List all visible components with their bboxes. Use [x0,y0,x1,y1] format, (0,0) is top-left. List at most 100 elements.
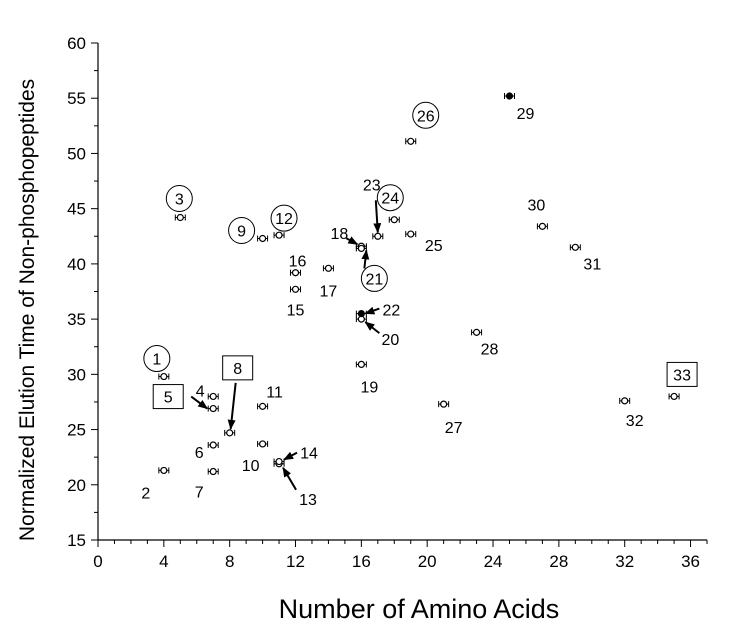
data-point-10 [258,440,267,448]
label-box-frame [222,355,254,381]
data-point-24 [390,216,398,224]
label-circle-frame [360,264,388,292]
point-label-18: 18 [330,226,348,243]
point-label-4: 4 [196,383,205,400]
point-label-13: 13 [299,492,317,509]
data-point-28 [472,328,481,336]
data-point-29 [505,92,514,100]
x-axis-ticks: 0 4 8 12 16 20 24 28 32 36 [93,540,708,571]
label-arrow-18 [345,236,359,246]
point-label-8: 8 [233,361,242,378]
label-circle-frame [165,185,193,213]
point-label-3: 3 [175,192,184,209]
point-label-10: 10 [242,458,260,475]
point-label-2: 2 [141,485,150,502]
data-point-17 [324,264,333,272]
label-arrow-22 [364,306,380,315]
x-tick-label: 36 [681,552,700,571]
point-label-32: 32 [626,413,644,430]
point-label-23: 23 [363,177,381,194]
point-label-27: 27 [445,420,463,437]
y-tick-label: 50 [67,144,86,163]
x-tick-label: 32 [615,552,634,571]
point-label-20: 20 [381,332,399,349]
y-tick-label: 25 [67,421,86,440]
y-tick-label: 15 [67,531,86,550]
data-point-3 [176,213,184,222]
data-point-1 [160,372,168,381]
data-point-5 [209,404,217,413]
point-label-33: 33 [673,367,691,384]
point-label-5: 5 [164,390,173,407]
data-point-33 [670,392,678,401]
data-point-16 [291,269,300,277]
point-label-24: 24 [381,191,399,208]
x-tick-label: 24 [484,552,503,571]
label-arrow-20 [364,321,380,334]
data-markers [158,92,680,476]
data-point-22 [357,309,365,318]
data-point-12 [275,231,283,239]
data-point-32 [621,397,629,405]
label-arrow-8 [227,382,237,430]
label-arrow-21 [361,249,370,269]
data-point-15 [291,285,300,293]
x-tick-label: 28 [549,552,568,571]
data-point-11 [258,402,267,410]
point-label-31: 31 [583,256,601,273]
point-label-30: 30 [528,197,546,214]
label-arrow-14 [283,451,298,461]
point-label-26: 26 [417,108,435,125]
data-point-7 [209,467,217,476]
point-label-7: 7 [195,485,204,502]
data-point-21 [357,244,365,253]
x-tick-label: 12 [286,552,305,571]
y-tick-label: 40 [67,255,86,274]
point-label-22: 22 [382,303,400,320]
point-label-28: 28 [481,341,499,358]
data-point-14 [275,457,283,466]
point-label-12: 12 [275,211,293,228]
point-label-6: 6 [195,445,204,462]
y-axis-ticks: 15 20 25 30 35 40 45 50 55 60 [67,34,98,550]
data-point-4 [209,392,217,401]
x-tick-label: 0 [93,552,102,571]
label-circle-frame [376,184,404,212]
point-label-17: 17 [320,283,338,300]
point-label-11: 11 [266,384,283,401]
y-tick-label: 55 [67,89,86,108]
x-tick-label: 8 [225,552,234,571]
data-point-6 [209,441,217,449]
y-axis-title: Normalized Elution Time of Non-phosphope… [16,79,39,541]
point-label-19: 19 [360,379,378,396]
label-arrow-23 [373,200,382,234]
y-tick-label: 45 [67,200,86,219]
point-label-25: 25 [425,238,443,255]
label-circle-frame [412,101,440,129]
data-point-30 [538,222,547,230]
x-tick-label: 20 [418,552,437,571]
label-circle-frame [270,204,298,232]
point-label-1: 1 [152,352,161,369]
label-box-frame [152,384,184,410]
label-arrow-13 [282,466,297,491]
label-box-frame [666,361,698,387]
point-label-21: 21 [365,271,383,288]
y-tick-label: 60 [67,34,86,53]
axes [97,43,707,541]
label-circle-frame [228,216,256,244]
point-label-16: 16 [289,254,307,271]
point-label-29: 29 [517,106,535,123]
data-point-8 [226,429,234,437]
data-point-27 [440,400,448,408]
x-tick-label: 16 [352,552,371,571]
label-arrow-5 [190,395,209,410]
data-point-23 [374,232,382,240]
data-point-26 [407,137,415,145]
point-label-14: 14 [300,446,318,463]
point-label-15: 15 [287,302,305,319]
y-tick-label: 35 [67,310,86,329]
data-point-2 [160,466,168,475]
point-labels: 1234567891011121314151617181920212223242… [141,101,698,509]
data-point-31 [571,243,579,251]
